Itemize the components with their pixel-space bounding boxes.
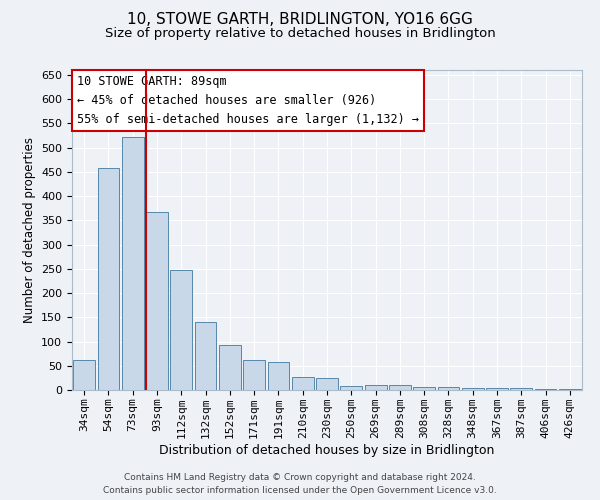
Bar xyxy=(268,362,289,390)
Bar xyxy=(340,386,362,390)
Bar xyxy=(462,388,484,390)
Y-axis label: Number of detached properties: Number of detached properties xyxy=(23,137,35,323)
Bar xyxy=(437,387,460,390)
Bar xyxy=(413,386,435,390)
Bar xyxy=(243,360,265,390)
Bar xyxy=(559,389,581,390)
Bar xyxy=(511,388,532,390)
Bar xyxy=(219,346,241,390)
Bar xyxy=(97,168,119,390)
Bar xyxy=(389,384,411,390)
Bar xyxy=(122,137,143,390)
Bar xyxy=(194,322,217,390)
X-axis label: Distribution of detached houses by size in Bridlington: Distribution of detached houses by size … xyxy=(160,444,494,456)
Text: Size of property relative to detached houses in Bridlington: Size of property relative to detached ho… xyxy=(104,28,496,40)
Text: 10, STOWE GARTH, BRIDLINGTON, YO16 6GG: 10, STOWE GARTH, BRIDLINGTON, YO16 6GG xyxy=(127,12,473,28)
Bar xyxy=(170,270,192,390)
Text: 10 STOWE GARTH: 89sqm
← 45% of detached houses are smaller (926)
55% of semi-det: 10 STOWE GARTH: 89sqm ← 45% of detached … xyxy=(77,75,419,126)
Bar xyxy=(365,385,386,390)
Bar xyxy=(535,388,556,390)
Bar xyxy=(486,388,508,390)
Bar xyxy=(316,378,338,390)
Bar xyxy=(73,360,95,390)
Bar xyxy=(146,212,168,390)
Text: Contains HM Land Registry data © Crown copyright and database right 2024.
Contai: Contains HM Land Registry data © Crown c… xyxy=(103,474,497,495)
Bar xyxy=(292,378,314,390)
